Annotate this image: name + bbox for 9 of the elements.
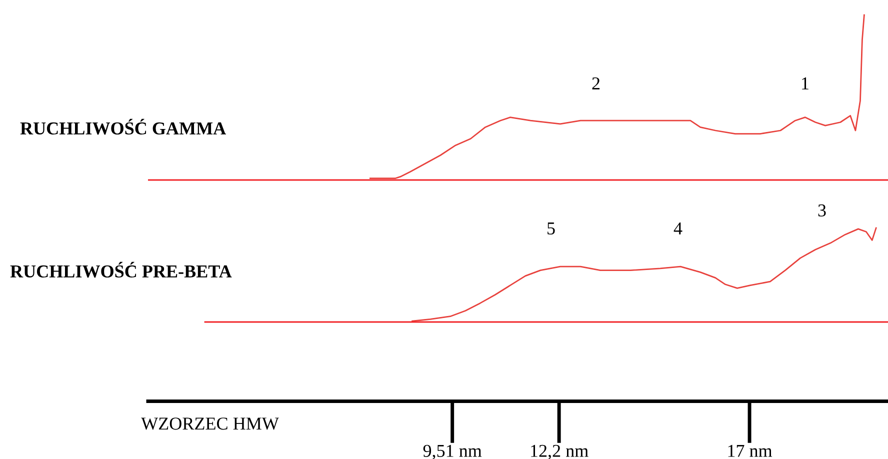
annotation: 1 [802,77,808,90]
text: RUCHLIWOŚĆ PRE-BETA [10,262,232,278]
x-axis-title: WZORZEC HMW [141,418,279,430]
text: 3 [818,204,826,217]
annotation: 2 [592,77,600,90]
x-tick-label: 17 nm [728,444,772,457]
annotation: 5 [548,222,555,235]
text: RUCHLIWOŚĆ GAMMA [20,118,226,135]
annotation: 4 [674,222,682,234]
